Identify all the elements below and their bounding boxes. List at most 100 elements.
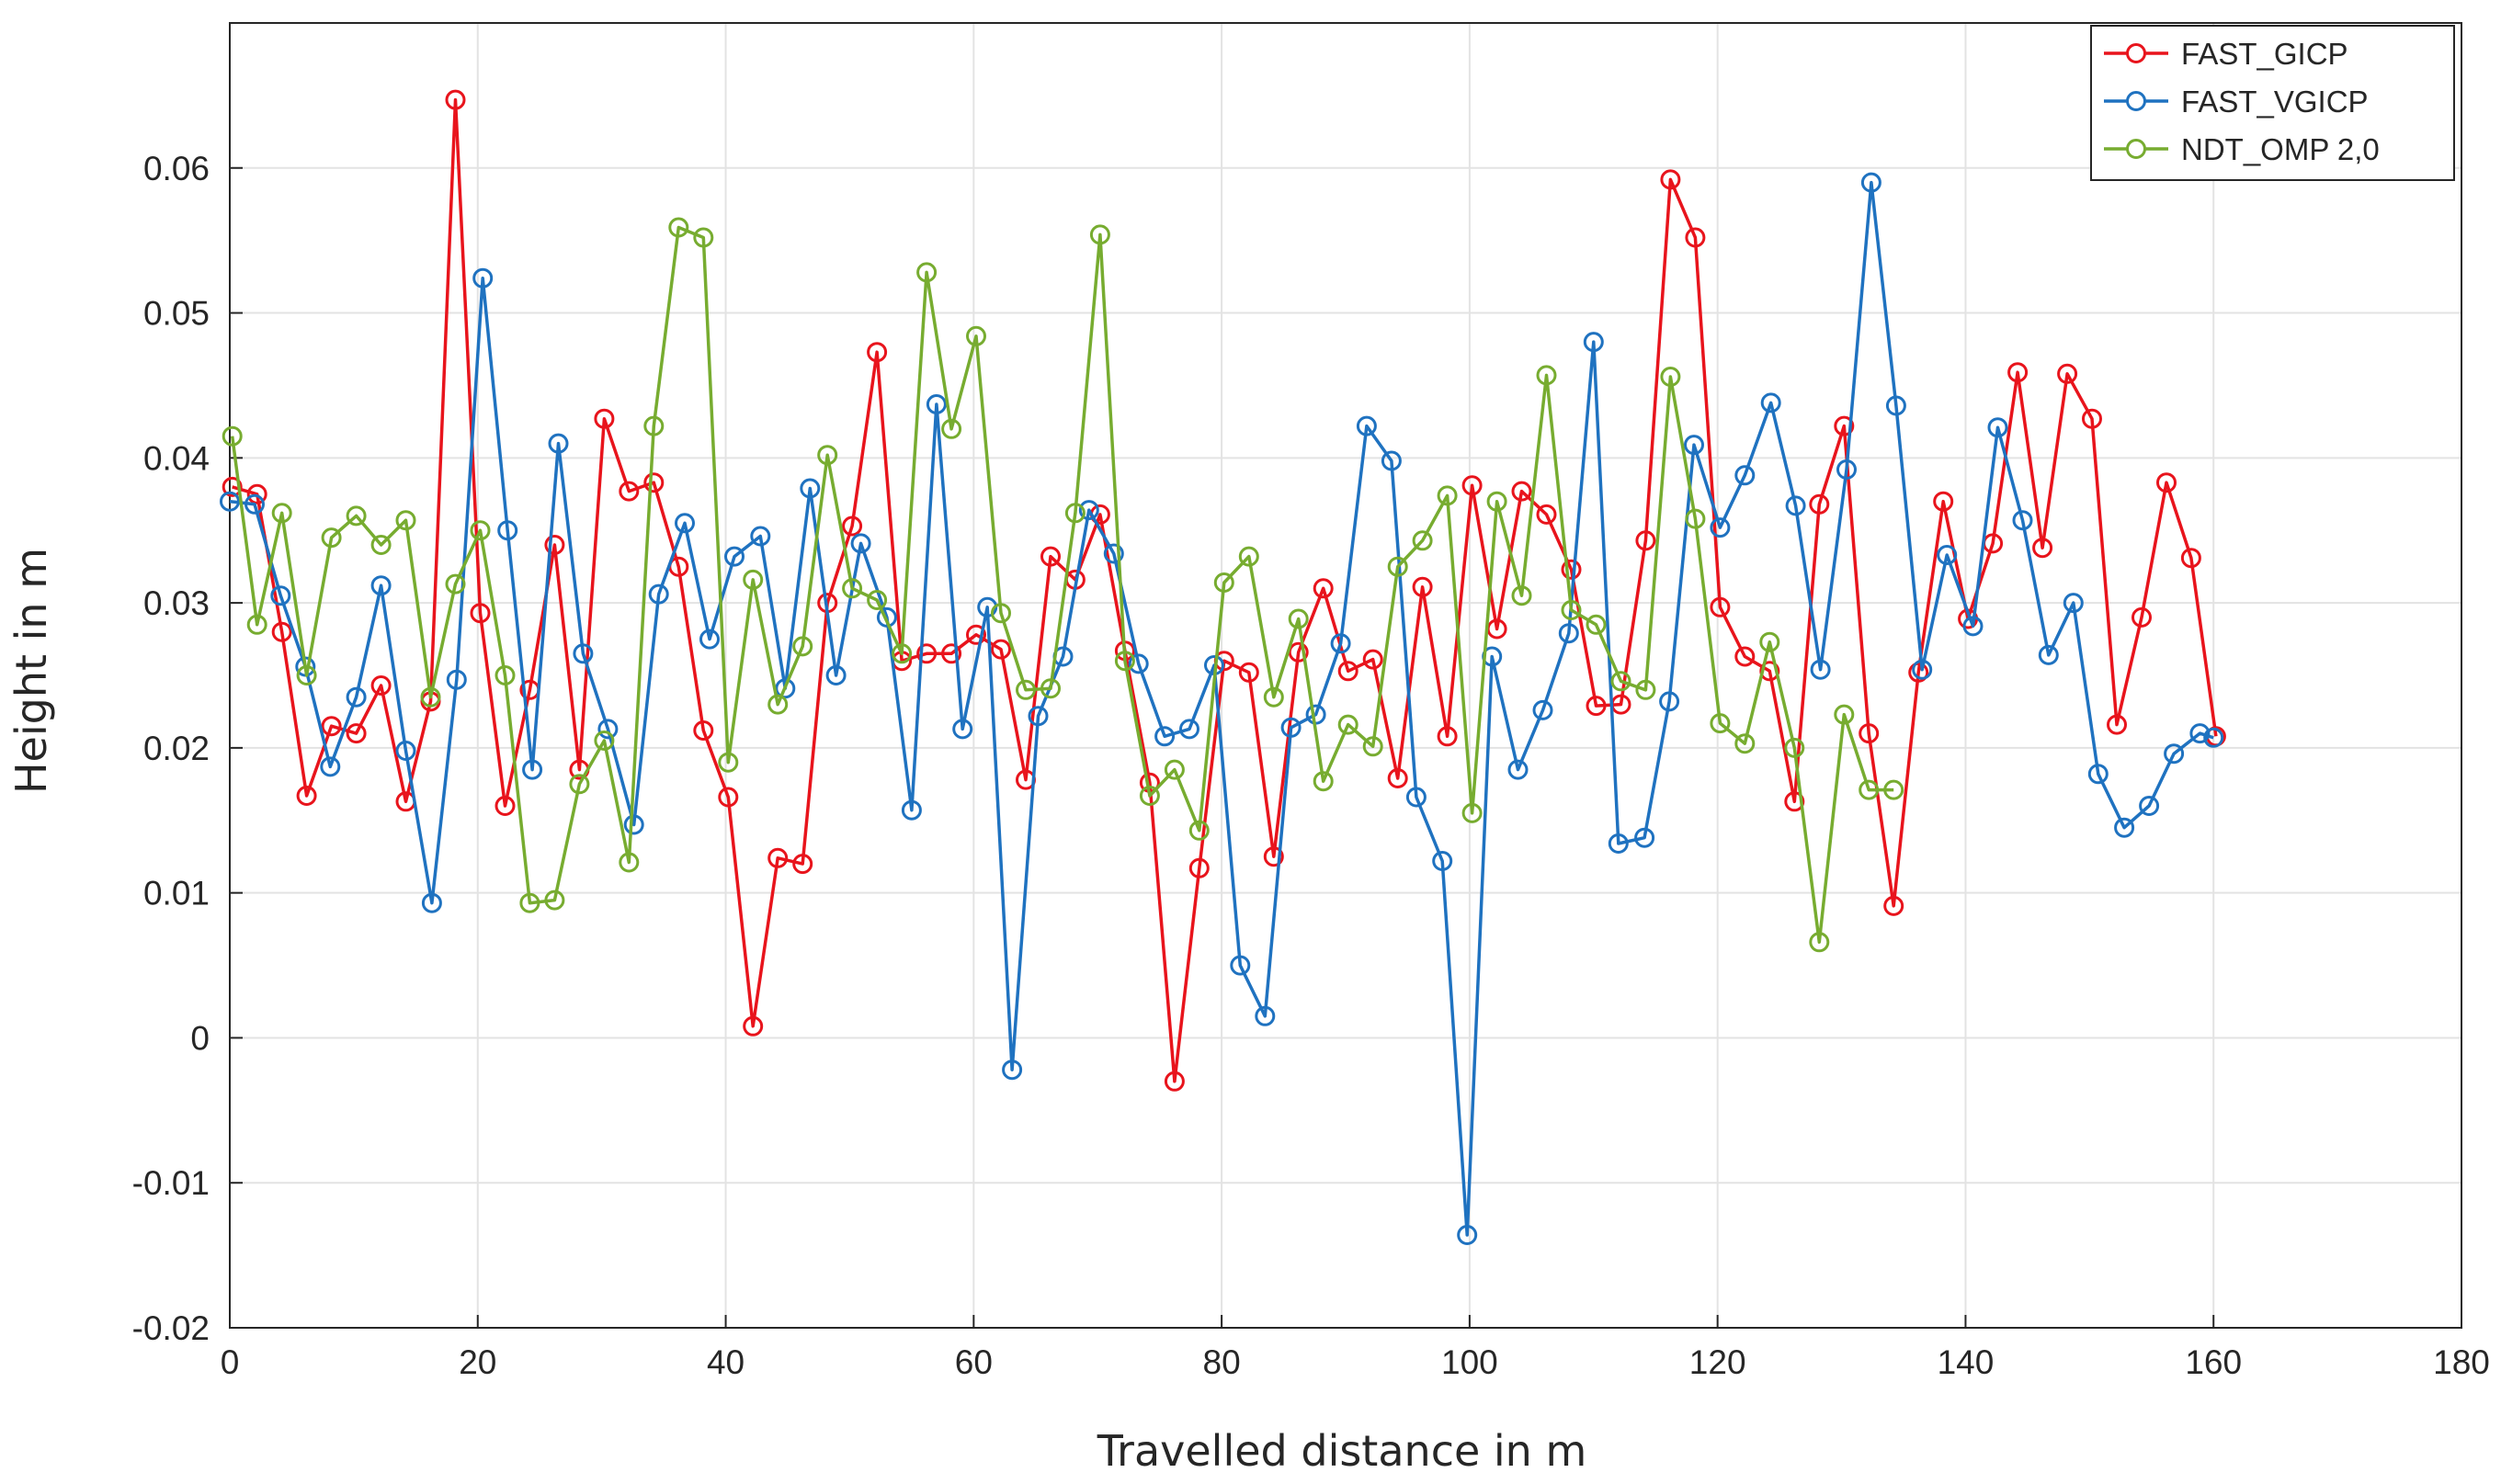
data-point	[222, 425, 243, 447]
data-point	[1064, 503, 1086, 524]
data-point	[495, 665, 516, 685]
legend-label: FAST_GICP	[2181, 37, 2348, 71]
data-point	[1507, 759, 1529, 780]
legend-swatch-marker	[2126, 43, 2146, 63]
data-point	[2107, 714, 2127, 735]
data-point	[1532, 699, 1553, 720]
data-point	[1040, 546, 1061, 567]
y-tick-label: 0.02	[143, 730, 210, 767]
data-point	[1238, 546, 1259, 567]
data-point	[522, 759, 543, 780]
data-point	[916, 262, 938, 283]
data-point	[1561, 600, 1582, 620]
data-point	[320, 756, 341, 777]
data-point	[220, 491, 240, 512]
data-point	[1536, 504, 1557, 525]
data-point	[1836, 459, 1857, 480]
data-point	[569, 774, 590, 795]
data-point	[1511, 481, 1532, 502]
data-point	[724, 546, 745, 567]
data-point	[1461, 475, 1483, 496]
data-point	[892, 643, 913, 664]
data-point	[1412, 576, 1433, 597]
legend-item: FAST_VGICP	[2104, 85, 2369, 119]
data-point	[1809, 932, 1830, 953]
data-point	[1987, 417, 2008, 438]
data-point	[470, 603, 491, 624]
x-tick-label: 180	[2433, 1343, 2490, 1381]
data-point	[693, 227, 714, 248]
data-point	[643, 415, 665, 436]
data-point	[1362, 649, 1383, 670]
data-point	[941, 418, 962, 439]
data-point	[800, 478, 821, 499]
data-point	[1437, 485, 1458, 506]
data-point	[1583, 332, 1604, 353]
data-point	[2082, 408, 2102, 429]
data-point	[619, 481, 640, 502]
data-point	[901, 799, 922, 821]
plot-frame	[229, 22, 2462, 1329]
data-point	[1432, 851, 1453, 871]
data-point	[244, 493, 265, 515]
legend-label: NDT_OMP 2,0	[2181, 132, 2380, 166]
legend-label: FAST_VGICP	[2181, 85, 2369, 119]
data-point	[1313, 771, 1334, 792]
data-point	[2203, 727, 2224, 748]
data-point	[246, 483, 267, 504]
data-point	[743, 569, 764, 590]
data-point	[497, 520, 518, 541]
y-tick-label: 0.06	[143, 150, 210, 187]
data-point	[1016, 679, 1036, 700]
data-point	[1859, 779, 1880, 800]
data-point	[1356, 415, 1377, 436]
data-point	[916, 643, 938, 664]
data-point	[1078, 500, 1099, 521]
legend-item: NDT_OMP 2,0	[2104, 132, 2380, 166]
data-point	[346, 505, 367, 527]
legend-box	[2090, 25, 2455, 181]
data-point	[1437, 726, 1458, 747]
data-point	[1586, 614, 1607, 635]
data-point	[750, 526, 771, 547]
data-point	[1028, 706, 1049, 727]
data-point	[1362, 736, 1383, 757]
x-tick-label: 20	[459, 1343, 496, 1381]
data-point	[1457, 1225, 1478, 1245]
y-tick-label: -0.01	[132, 1164, 210, 1202]
data-point	[1337, 661, 1358, 682]
data-point	[1784, 791, 1805, 812]
data-point	[421, 892, 442, 913]
data-point	[1002, 1059, 1023, 1081]
data-point	[1337, 714, 1358, 735]
data-point	[1710, 713, 1731, 734]
x-tick-label: 0	[221, 1343, 240, 1381]
data-point	[1962, 616, 1984, 637]
data-point	[1103, 543, 1124, 564]
y-axis-title: Height in m	[6, 548, 56, 794]
data-point	[966, 624, 986, 645]
data-point	[1486, 491, 1507, 512]
x-tick-label: 160	[2185, 1343, 2242, 1381]
data-point	[1040, 678, 1061, 699]
data-point	[825, 665, 847, 685]
x-tick-label: 140	[1938, 1343, 1995, 1381]
data-point	[842, 578, 863, 599]
data-point	[1412, 530, 1433, 551]
data-point	[619, 852, 640, 873]
data-point	[519, 892, 540, 913]
data-point	[1230, 955, 1251, 976]
data-point	[1634, 827, 1655, 848]
data-point	[395, 741, 416, 761]
data-point	[594, 731, 615, 751]
data-point	[445, 89, 466, 110]
data-point	[767, 847, 789, 868]
data-point	[1536, 365, 1557, 386]
data-point	[2012, 510, 2033, 531]
data-point	[1128, 653, 1149, 674]
data-point	[1635, 679, 1656, 700]
data-point	[321, 716, 342, 737]
data-point	[1785, 495, 1806, 516]
data-point	[743, 1015, 764, 1037]
data-point	[1610, 671, 1631, 692]
